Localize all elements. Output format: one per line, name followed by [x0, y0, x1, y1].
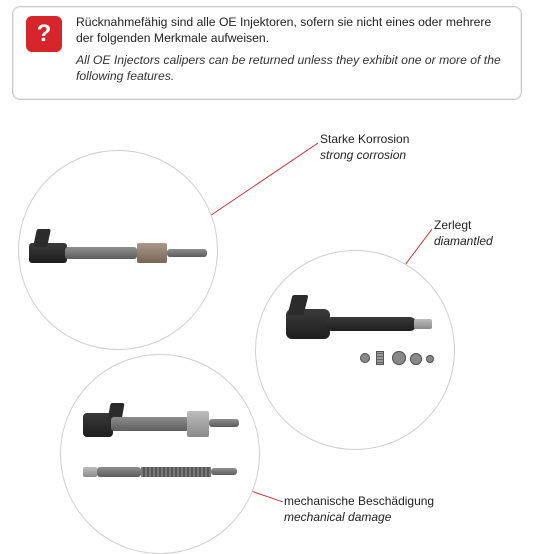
label-mechanical-de: mechanische Beschädigung	[284, 494, 434, 508]
label-mechanical: mechanische Beschädigung mechanical damag…	[284, 494, 434, 525]
label-corrosion-de: Starke Korrosion	[320, 132, 409, 146]
info-text-de: Rücknahmefähig sind alle OE Injektoren, …	[76, 14, 506, 47]
label-mechanical-en: mechanical damage	[284, 510, 434, 526]
circle-corrosion	[18, 150, 218, 350]
info-text-en: All OE Injectors calipers can be returne…	[76, 52, 506, 85]
question-icon: ?	[26, 16, 62, 52]
label-dismantled-en: diamantled	[434, 234, 493, 250]
label-dismantled-de: Zerlegt	[434, 218, 471, 232]
circle-mechanical	[60, 354, 260, 554]
label-corrosion: Starke Korrosion strong corrosion	[320, 132, 409, 163]
question-glyph: ?	[37, 20, 52, 48]
label-dismantled: Zerlegt diamantled	[434, 218, 493, 249]
label-corrosion-en: strong corrosion	[320, 148, 409, 164]
circle-dismantled	[255, 250, 455, 450]
